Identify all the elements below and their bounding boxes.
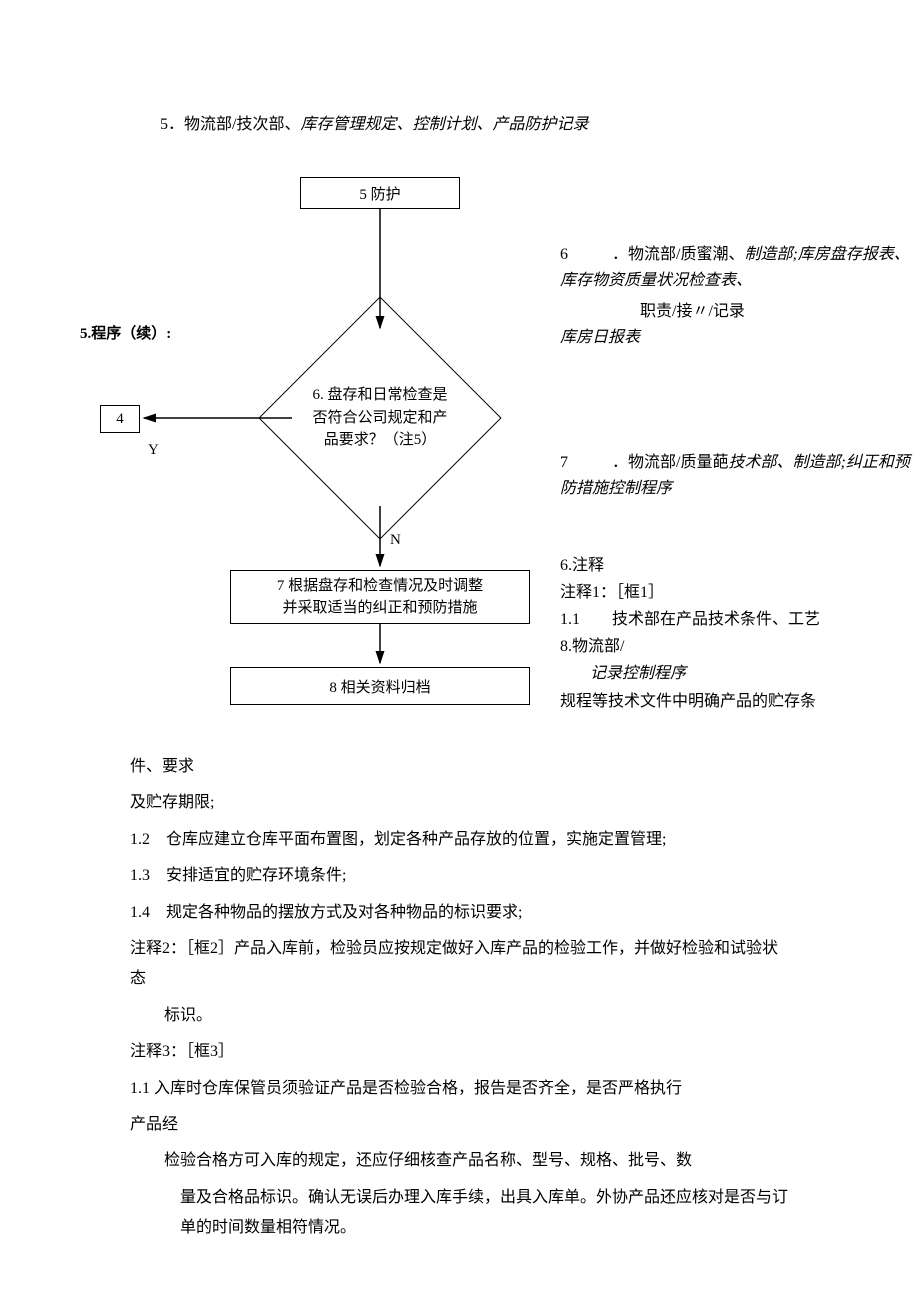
p5: 1.4 规定各种物品的摆放方式及对各种物品的标识要求; — [130, 898, 790, 928]
side-note-annotation: 6.注释 注释1：［框1］ 1.1 技术部在产品技术条件、工艺 8.物流部/ 记… — [560, 552, 920, 715]
p6a: 注释2：［框2］产品入库前，检验员应按规定做好入库产品的检验工作，并做好检验和试… — [130, 934, 790, 995]
flowchart: 5 防护 5.程序（续）: 4 Y 6. 盘存和日常检查是 否符合公司规定和产 … — [130, 162, 550, 742]
side-note-6: 6 ．物流部/质蜜潮、制造部;库房盘存报表、库存物资质量状况检查表、 职责/接〃… — [560, 242, 920, 350]
lower-text: 件、要求 及贮存期限; 1.2 仓库应建立仓库平面布置图，划定各种产品存放的位置… — [130, 752, 790, 1243]
p7: 注释3：［框3］ — [130, 1037, 790, 1067]
flow-box-5: 5 防护 — [300, 177, 460, 209]
box5-text: 5 防护 — [359, 183, 400, 204]
p2: 及贮存期限; — [130, 788, 790, 818]
flow-decision-6: 6. 盘存和日常检查是 否符合公司规定和产 品要求？（注5） — [294, 332, 466, 504]
section-continue: 5.程序（续）: — [80, 322, 171, 343]
label-y: Y — [148, 442, 159, 459]
p10: 检验合格方可入库的规定，还应仔细核查产品名称、型号、规格、批号、数 — [164, 1146, 790, 1176]
p4: 1.3 安排适宜的贮存环境条件; — [130, 861, 790, 891]
p1: 件、要求 — [130, 752, 790, 782]
side-note-7: 7 ．物流部/质量葩技术部、制造部;纠正和预防措施控制程序 — [560, 450, 920, 501]
p11: 量及合格品标识。确认无误后办理入库手续，出具入库单。外协产品还应核对是否与订单的… — [180, 1183, 790, 1244]
line-5-heading: 5．物流部/技次部、库存管理规定、控制计划、产品防护记录 — [160, 110, 790, 134]
p9: 产品经 — [130, 1110, 790, 1140]
decision6-text: 6. 盘存和日常检查是 否符合公司规定和产 品要求？（注5） — [254, 332, 506, 504]
flow-box-7: 7 根据盘存和检查情况及时调整 并采取适当的纠正和预防措施 — [230, 570, 530, 624]
p6b: 标识。 — [164, 1001, 790, 1031]
upper-area: 5 防护 5.程序（续）: 4 Y 6. 盘存和日常检查是 否符合公司规定和产 … — [130, 142, 790, 742]
p3: 1.2 仓库应建立仓库平面布置图，划定各种产品存放的位置，实施定置管理; — [130, 825, 790, 855]
flow-box-8: 8 相关资料归档 — [230, 667, 530, 705]
flow-ref-4: 4 — [100, 405, 140, 433]
label-n: N — [390, 532, 401, 549]
p8: 1.1 入库时仓库保管员须验证产品是否检验合格，报告是否齐全，是否严格执行 — [130, 1074, 790, 1104]
side-notes: 6 ．物流部/质蜜潮、制造部;库房盘存报表、库存物资质量状况检查表、 职责/接〃… — [560, 142, 920, 735]
line5-prefix: 5．物流部/技次部、 — [160, 116, 300, 133]
line5-italic: 库存管理规定、控制计划、产品防护记录 — [300, 116, 588, 133]
